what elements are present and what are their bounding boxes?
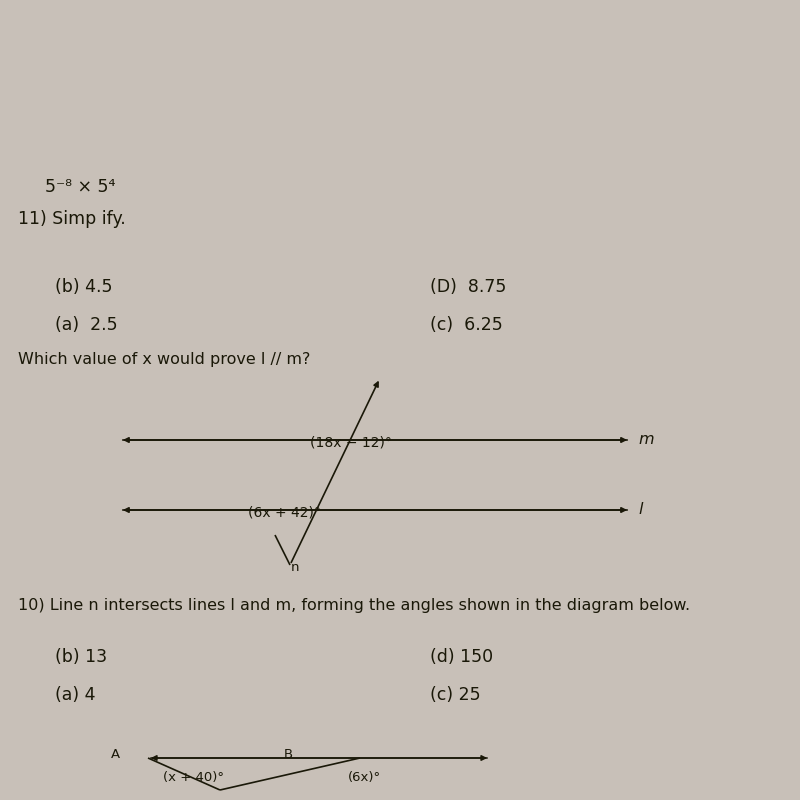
Text: (c) 25: (c) 25 — [430, 686, 481, 704]
Text: (b) 13: (b) 13 — [55, 648, 107, 666]
Text: (18x − 12)°: (18x − 12)° — [310, 436, 392, 450]
Text: (a)  2.5: (a) 2.5 — [55, 316, 118, 334]
Text: (6x + 42)°: (6x + 42)° — [248, 505, 321, 519]
Text: (6x)°: (6x)° — [348, 770, 381, 783]
Text: (a) 4: (a) 4 — [55, 686, 95, 704]
Text: Which value of x would prove l // m?: Which value of x would prove l // m? — [18, 352, 310, 367]
Text: (b) 4.5: (b) 4.5 — [55, 278, 113, 296]
Text: l: l — [638, 502, 642, 518]
Text: B: B — [283, 748, 293, 761]
Text: (x + 40)°: (x + 40)° — [163, 770, 224, 783]
Text: 11) Simp ify.: 11) Simp ify. — [18, 210, 126, 228]
Text: (d) 150: (d) 150 — [430, 648, 493, 666]
Text: (c)  6.25: (c) 6.25 — [430, 316, 502, 334]
Text: A: A — [110, 748, 119, 761]
Text: m: m — [638, 433, 654, 447]
Text: n: n — [290, 561, 299, 574]
Text: (D)  8.75: (D) 8.75 — [430, 278, 506, 296]
Text: 5⁻⁸ × 5⁴: 5⁻⁸ × 5⁴ — [45, 178, 115, 196]
Text: 10) Line n intersects lines l and m, forming the angles shown in the diagram bel: 10) Line n intersects lines l and m, for… — [18, 598, 690, 613]
